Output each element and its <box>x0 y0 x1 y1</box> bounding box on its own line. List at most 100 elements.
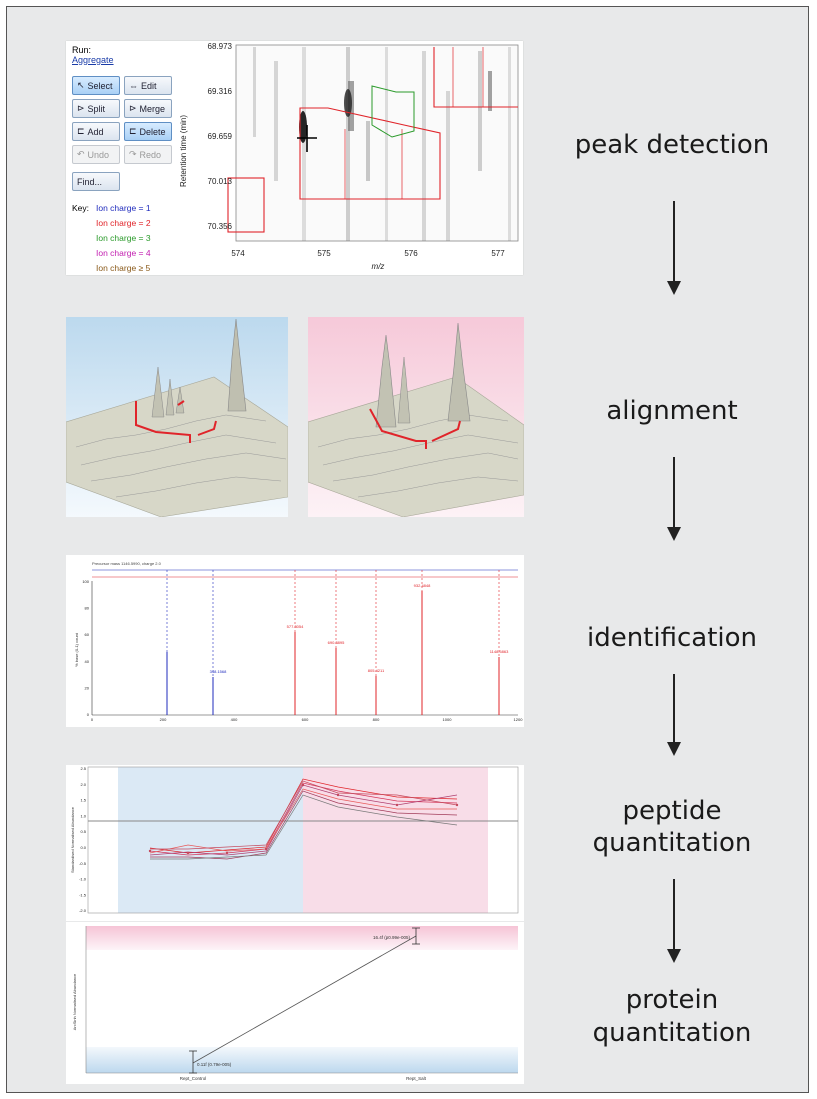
run-link[interactable]: Aggregate <box>72 55 114 65</box>
svg-text:805.4211: 805.4211 <box>368 668 385 673</box>
run-label: Run: <box>72 45 92 55</box>
key-item: Ion charge = 4 <box>96 248 151 258</box>
delete-icon: ⊏ <box>129 126 137 136</box>
tick-label: 200 <box>160 717 167 722</box>
tick-label: 800 <box>373 717 380 722</box>
tick-label: -0.5 <box>79 861 87 866</box>
tick-label: 2.0 <box>80 782 86 787</box>
x-label-salt: Rept_Salt <box>406 1076 427 1081</box>
tick-label: 68.973 <box>208 42 233 51</box>
terrain-ridges-a <box>75 414 287 498</box>
tick-label: 600 <box>302 717 309 722</box>
tick-label: 70.356 <box>208 222 233 231</box>
tick-label: 1.5 <box>80 798 86 803</box>
tick-label: 40 <box>85 659 90 664</box>
redo-button[interactable]: ↷ Redo <box>124 145 172 164</box>
tick-label: 100 <box>82 579 89 584</box>
crosshair-cursor <box>297 125 317 152</box>
x-label-control: Rept_Control <box>180 1076 207 1081</box>
svg-text:1148.5863: 1148.5863 <box>490 649 509 654</box>
split-icon: ⊳ <box>77 103 85 113</box>
undo-icon: ↶ <box>77 149 85 159</box>
step-peptide-quant-line1: peptide <box>622 796 722 826</box>
tick-label: 575 <box>317 249 331 258</box>
feature-boxes <box>227 47 518 233</box>
split-button[interactable]: ⊳ Split <box>72 99 120 118</box>
tick-label: 577 <box>491 249 505 258</box>
svg-text:932.4848: 932.4848 <box>414 583 431 588</box>
svg-text:348.1568: 348.1568 <box>210 669 227 674</box>
step-protein-quant-line2: quantitation <box>592 1018 752 1048</box>
key-item: Ion charge = 2 <box>96 218 151 228</box>
tick-label: -1.5 <box>79 892 87 897</box>
tick-label: -1.0 <box>79 877 87 882</box>
key-item: Ion charge ≥ 5 <box>96 263 151 273</box>
y-tick-labels: 68.973 69.316 69.659 70.013 70.356 <box>208 42 233 231</box>
identification-panel: Precursor mass 1146.5990, charge 2.0 % b… <box>66 555 524 727</box>
pointer-icon: ↖ <box>77 80 85 90</box>
tick-label: 574 <box>231 249 245 258</box>
profile-markers <box>148 783 459 855</box>
error-bars <box>189 927 420 1074</box>
peptide-profiles <box>149 778 458 860</box>
fragment-peaks: 348.1568 577.3054 690.3895 805.4211 932.… <box>166 570 509 715</box>
alignment-marker-b <box>369 408 427 449</box>
tick-label: 2.5 <box>80 766 86 771</box>
tick-label: 0 <box>91 717 94 722</box>
tall-peak-b <box>447 322 471 422</box>
find-button[interactable]: Find... <box>72 172 120 191</box>
peak-map-plot-area <box>235 44 519 242</box>
tick-label: -2.0 <box>79 908 87 913</box>
x-tick-labels: 574 575 576 577 <box>231 249 505 258</box>
add-button[interactable]: ⊏ Add <box>72 122 120 141</box>
svg-text:690.3895: 690.3895 <box>328 640 345 645</box>
tick-label: 0.5 <box>80 829 86 834</box>
protein-quantitation-panel: ArcSinh Normalised Abundance 16.4f (p0.9… <box>66 922 524 1084</box>
alignment-panel-b <box>308 317 524 517</box>
peptide-quantitation-panel: 2.5 2.0 1.5 1.0 0.5 0.0 -0.5 -1.0 -1.5 -2.0 Stand… <box>66 765 524 921</box>
svg-text:Precursor mass 1146.5990, char: Precursor mass 1146.5990, charge 2.0 <box>92 561 162 566</box>
redo-icon: ↷ <box>129 149 137 159</box>
protein-high-label: 16.4f (p0.99e-005) <box>373 935 411 940</box>
step-peptide-quant-line2: quantitation <box>592 828 752 858</box>
protein-low-label: 0.11f (0.79e-005) <box>197 1062 232 1067</box>
arrow-4 <box>667 879 681 963</box>
tick-label: 576 <box>404 249 418 258</box>
protein-profile-line <box>192 935 417 1064</box>
tick-label: 1.0 <box>80 813 86 818</box>
edit-button[interactable]: ⇔ Edit <box>124 76 172 95</box>
tick-label: 0 <box>87 712 90 717</box>
x-axis-title: m/z <box>372 262 385 271</box>
tick-label: 1000 <box>443 717 453 722</box>
condition-b-region <box>303 767 488 913</box>
tick-label: 69.659 <box>208 132 233 141</box>
svg-text:% base (0-1) count: % base (0-1) count <box>74 632 79 667</box>
step-peak-detection: peak detection <box>574 130 770 160</box>
peak-map: Retention time (min) m/z 68.973 69.316 69.… <box>179 42 519 271</box>
spectrum-y-ticks: 100 80 60 40 20 0 <box>82 579 89 717</box>
undo-button[interactable]: ↶ Undo <box>72 145 120 164</box>
spectrum-x-ticks: 0 200 400 600 800 1000 1200 <box>91 717 523 722</box>
workflow-frame: Run: Aggregate ↖ Select ⇔ Edit ⊳ Split ⊳ Mer… <box>6 6 809 1093</box>
merge-button[interactable]: ⊳ Merge <box>124 99 172 118</box>
key-item: Ion charge = 3 <box>96 233 151 243</box>
tick-label: 69.316 <box>208 87 233 96</box>
add-icon: ⊏ <box>77 126 85 136</box>
alignment-marker-a <box>135 401 191 443</box>
key-label: Key: <box>72 203 90 213</box>
tick-label: 80 <box>85 606 90 611</box>
step-identification: identification <box>586 623 758 653</box>
arrow-1 <box>667 201 681 295</box>
tick-label: 70.013 <box>208 177 233 186</box>
svg-text:577.3054: 577.3054 <box>287 624 304 629</box>
tick-label: 0.0 <box>80 845 86 850</box>
arrow-2 <box>667 457 681 541</box>
select-button[interactable]: ↖ Select <box>72 76 120 95</box>
merge-icon: ⊳ <box>129 103 137 113</box>
tick-label: 400 <box>231 717 238 722</box>
step-protein-quant-line1: protein <box>625 985 719 1015</box>
arrow-3 <box>667 674 681 756</box>
tick-label: 1200 <box>514 717 524 722</box>
tick-label: 60 <box>85 632 90 637</box>
delete-button[interactable]: ⊏ Delete <box>124 122 172 141</box>
